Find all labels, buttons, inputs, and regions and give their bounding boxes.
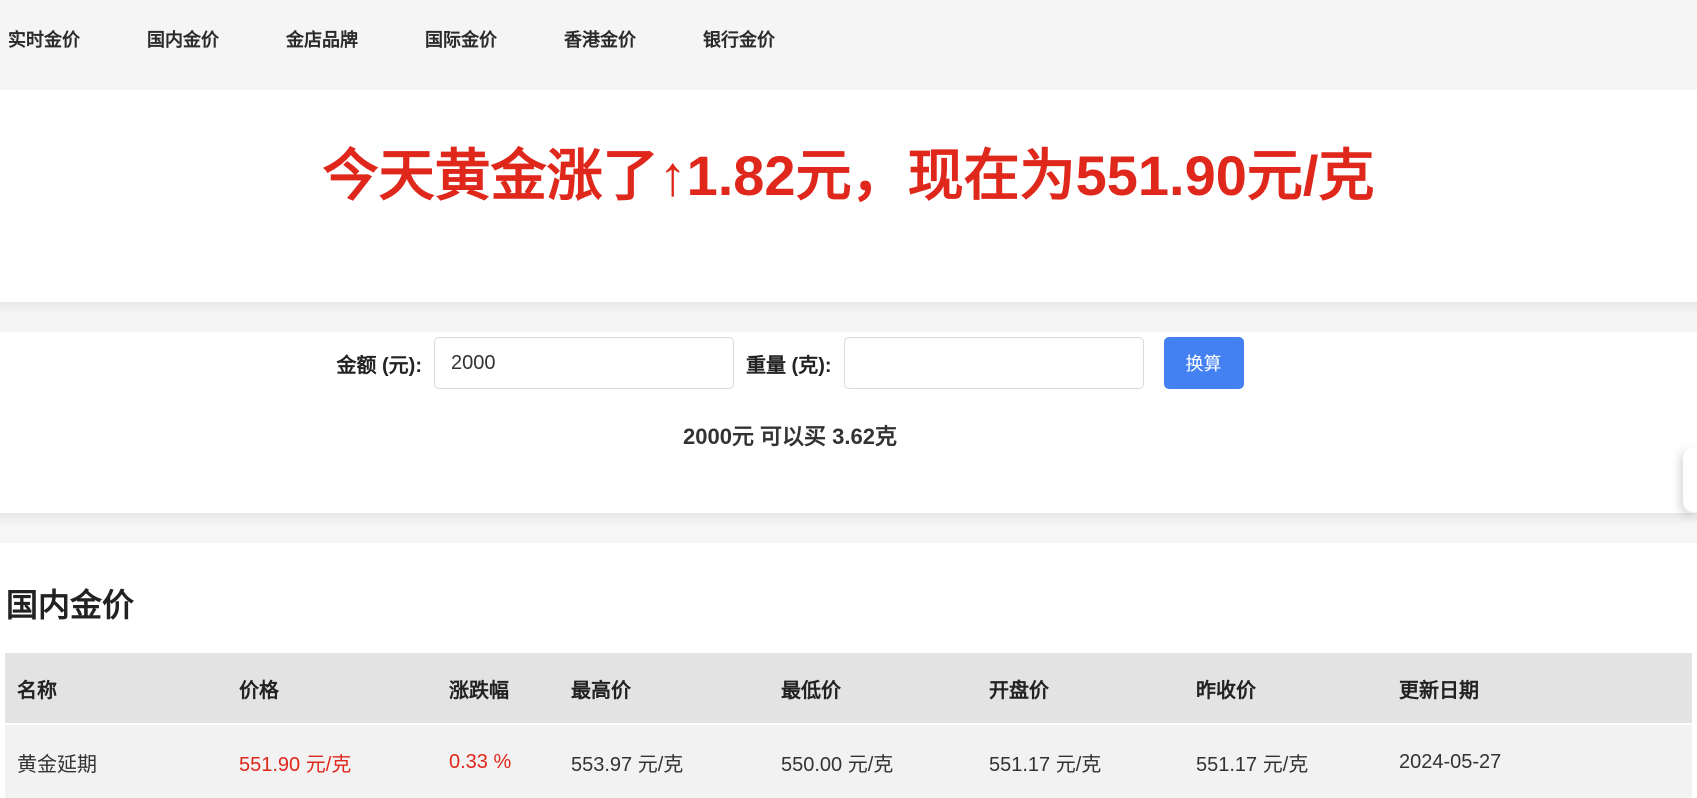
cell-update-date: 2024-05-27: [1399, 751, 1502, 773]
col-header-update-date: 更新日期: [1399, 679, 1479, 702]
cell-name: 黄金延期: [17, 754, 97, 776]
amount-label: 金额 (元):: [336, 354, 422, 377]
section-title-domestic-gold: 国内金价: [6, 587, 135, 623]
floating-side-widget[interactable]: [1683, 448, 1697, 512]
gold-price-headline: 今天黄金涨了↑1.82元，现在为551.90元/克: [322, 144, 1375, 208]
nav-item-hongkong-gold[interactable]: 香港金价: [564, 30, 636, 50]
col-header-price: 价格: [239, 679, 279, 702]
headline-banner: 今天黄金涨了↑1.82元，现在为551.90元/克: [0, 90, 1697, 302]
cell-prev-close: 551.17 元/克: [1196, 754, 1309, 776]
separator-band-bottom: [0, 513, 1697, 543]
nav-item-domestic-gold[interactable]: 国内金价: [147, 30, 219, 50]
col-header-prev-close: 昨收价: [1196, 679, 1256, 702]
cell-high: 553.97 元/克: [571, 754, 684, 776]
nav-item-realtime-gold[interactable]: 实时金价: [8, 30, 80, 50]
top-nav: 实时金价 国内金价 金店品牌 国际金价 香港金价 银行金价: [0, 0, 1697, 90]
domestic-gold-section: 国内金价 名称 价格 涨跌幅 最高价 最低价 开盘价 昨收价 更新日期 黄金延期…: [0, 585, 1697, 798]
weight-label: 重量 (克):: [746, 354, 832, 377]
cell-price: 551.90 元/克: [239, 754, 352, 776]
gold-price-table: 名称 价格 涨跌幅 最高价 最低价 开盘价 昨收价 更新日期 黄金延期 551.…: [5, 653, 1692, 798]
separator-band-top: [0, 302, 1697, 332]
convert-button[interactable]: 换算: [1163, 337, 1244, 389]
amount-input[interactable]: [434, 337, 734, 389]
conversion-result: 2000元 可以买 3.62克: [683, 424, 897, 449]
converter-section: 金额 (元): 重量 (克): 换算 2000元 可以买 3.62克: [0, 332, 1697, 513]
weight-input[interactable]: [843, 337, 1144, 389]
col-header-name: 名称: [17, 679, 57, 702]
cell-change: 0.33 %: [449, 751, 512, 773]
col-header-low: 最低价: [781, 679, 841, 702]
nav-item-international-gold[interactable]: 国际金价: [425, 30, 497, 50]
cell-open: 551.17 元/克: [989, 754, 1102, 776]
col-header-change: 涨跌幅: [449, 679, 509, 702]
col-header-open: 开盘价: [989, 679, 1049, 702]
table-row: 黄金延期 551.90 元/克 0.33 % 553.97 元/克 550.00…: [5, 725, 1692, 798]
col-header-high: 最高价: [571, 679, 631, 702]
table-header-row: 名称 价格 涨跌幅 最高价 最低价 开盘价 昨收价 更新日期: [5, 653, 1692, 723]
nav-item-bank-gold[interactable]: 银行金价: [703, 30, 775, 50]
nav-item-gold-shop-brands[interactable]: 金店品牌: [286, 30, 358, 50]
cell-low: 550.00 元/克: [781, 754, 894, 776]
